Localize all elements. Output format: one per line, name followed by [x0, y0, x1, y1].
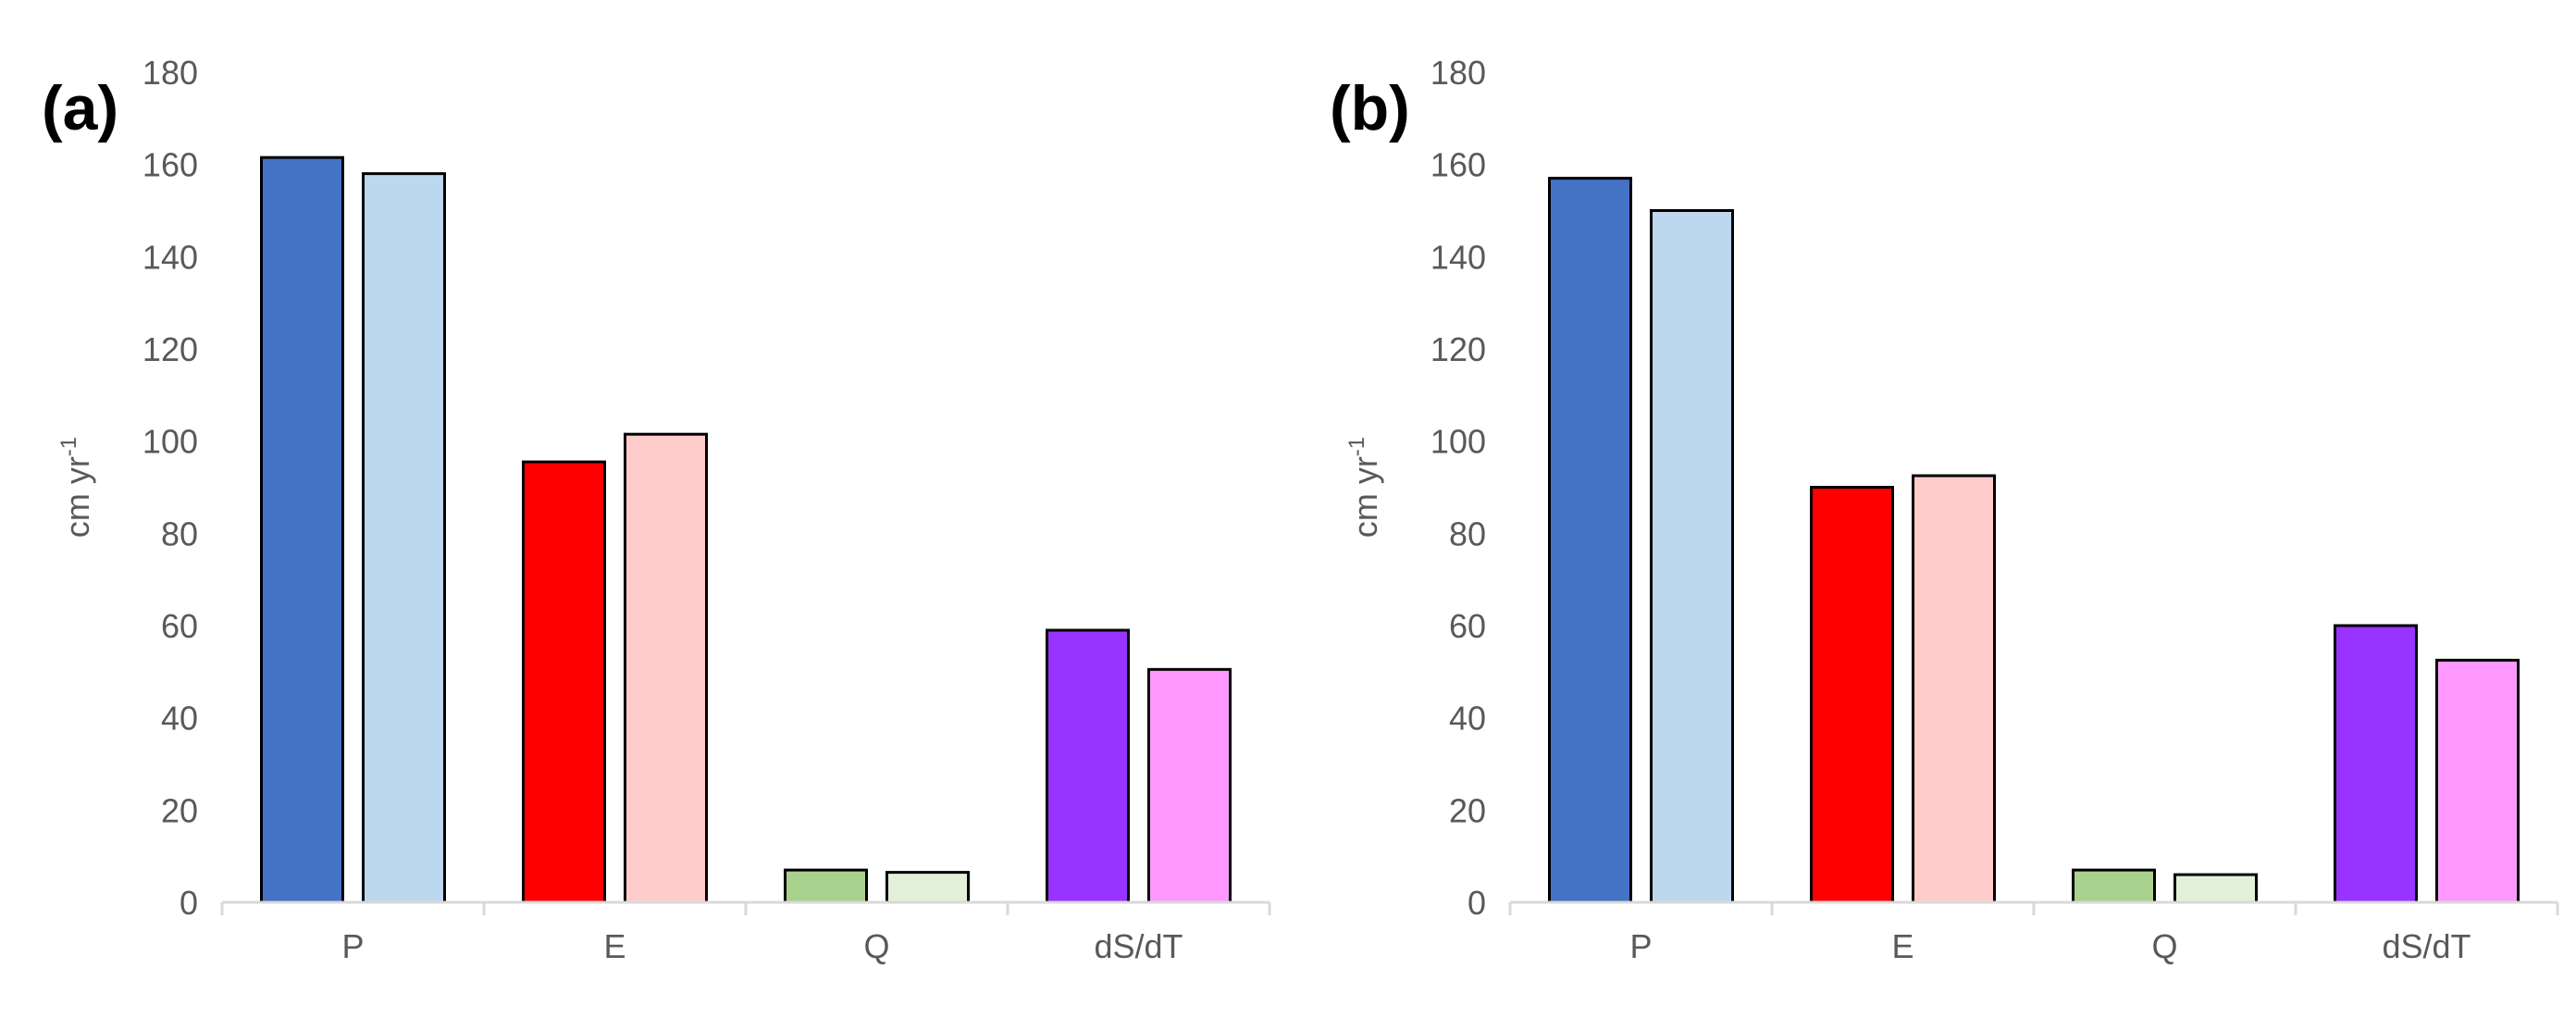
panel-label: (b) [1330, 73, 1410, 143]
y-axis-label-superscript: -1 [56, 437, 81, 456]
y-axis-label: cm yr-1 [56, 437, 96, 538]
y-tick-label: 160 [1430, 146, 1486, 184]
x-tick-label: dS/dT [2382, 927, 2471, 965]
y-axis-label: cm yr-1 [1344, 437, 1384, 538]
y-tick-label: 60 [161, 607, 198, 645]
x-tick-label: Q [2151, 927, 2177, 965]
y-tick-label: 180 [142, 54, 198, 92]
y-axis-label-superscript: -1 [1344, 437, 1369, 456]
y-tick-label: 20 [161, 791, 198, 829]
y-tick-label: 160 [142, 146, 198, 184]
bar-dsdt-2 [2435, 658, 2520, 904]
y-axis-label-text: cm yr [58, 456, 96, 538]
bar-q-1 [2072, 868, 2156, 904]
bar-q-2 [886, 871, 970, 904]
bar-p-1 [1548, 177, 1632, 904]
y-tick-label: 140 [142, 238, 198, 276]
y-tick-label: 0 [180, 884, 198, 922]
bar-e-1 [1810, 486, 1894, 904]
bar-e-2 [624, 432, 708, 904]
y-tick-label: 40 [1449, 700, 1486, 738]
bar-e-2 [1912, 474, 1996, 904]
y-tick-label: 60 [1449, 607, 1486, 645]
y-tick-label: 80 [1449, 515, 1486, 552]
y-tick-label: 120 [142, 330, 198, 368]
y-tick-label: 40 [161, 700, 198, 738]
x-tick-label: dS/dT [1094, 927, 1183, 965]
x-tick-label: Q [863, 927, 889, 965]
bar-e-1 [522, 460, 606, 904]
bar-dsdt-1 [1046, 628, 1130, 904]
panel-label: (a) [42, 73, 118, 143]
bar-q-2 [2174, 873, 2258, 904]
bar-dsdt-1 [2334, 624, 2418, 904]
x-tick-label: P [341, 927, 364, 965]
x-tick-label: P [1629, 927, 1652, 965]
y-tick-label: 120 [1430, 330, 1486, 368]
bar-p-2 [1650, 209, 1734, 904]
x-tick-label: E [1891, 927, 1913, 965]
bar-q-1 [784, 868, 868, 904]
y-tick-label: 180 [1430, 54, 1486, 92]
y-tick-label: 0 [1468, 884, 1486, 922]
y-tick-label: 140 [1430, 238, 1486, 276]
y-tick-label: 100 [142, 423, 198, 461]
y-axis-label-text: cm yr [1346, 456, 1384, 538]
bar-p-2 [362, 172, 446, 904]
bar-dsdt-2 [1147, 667, 1232, 904]
y-tick-label: 100 [1430, 423, 1486, 461]
y-tick-label: 20 [1449, 791, 1486, 829]
bar-p-1 [260, 155, 344, 904]
y-tick-label: 80 [161, 515, 198, 552]
x-tick-label: E [603, 927, 625, 965]
